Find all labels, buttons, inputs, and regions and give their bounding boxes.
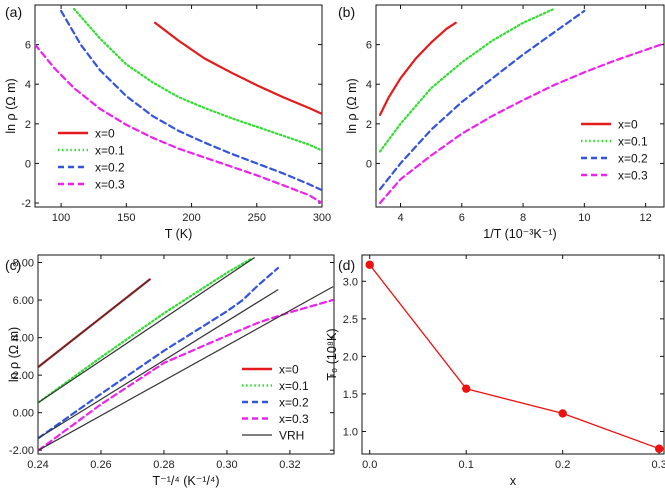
data-point: [654, 444, 664, 453]
legend-label-0: x=0: [618, 118, 638, 132]
axes-frame: [37, 254, 335, 455]
series-line-4: [38, 289, 279, 439]
legend-label-3: x=0.3: [618, 169, 648, 183]
plot-area: [38, 257, 334, 452]
y-tick-label: 0: [25, 158, 31, 170]
legend-label-1: x=0.1: [279, 379, 309, 393]
y-axis-label: ln ρ (Ω m): [4, 78, 18, 133]
panel-3: 0.0 0.1 0.2 0.3 1.0 1.5 2.0 2.5 3.0 x T₀ (10⁸K) (d): [325, 254, 665, 488]
legend-label-4: VRH: [279, 429, 304, 443]
legend-label-2: x=0.2: [618, 152, 648, 166]
y-tick-label: 0: [366, 158, 372, 170]
x-tick-label: 150: [117, 212, 135, 224]
axes-frame: [375, 4, 665, 208]
y-tick-label: 2.5: [343, 314, 358, 326]
y-tick-label: 1.5: [343, 389, 358, 401]
plot-area: [378, 7, 663, 205]
y-tick-label: 6: [366, 40, 372, 52]
series-line-2: [378, 9, 586, 191]
x-axis-label: T (K): [165, 227, 193, 241]
panel-1: 4 6 8 10 12 0 2 4 6 1/T (10⁻³K⁻¹) ln ρ (Ω m) (b) x=0…: [338, 4, 665, 241]
x-axis-label: T⁻¹/⁴ (K⁻¹/⁴): [153, 474, 220, 488]
y-tick-label: 2.00: [13, 370, 34, 382]
axes-frame: [34, 4, 323, 208]
panel-0: 100 150 200 250 300 -2 0 2 4 6 T (K) ln ρ (Ω m) (a) x…: [4, 4, 331, 241]
series-line-3: [35, 43, 322, 205]
x-tick-label: 0.2: [555, 459, 570, 471]
x-tick-label: 0.28: [153, 459, 174, 471]
x-tick-label: 100: [52, 212, 70, 224]
x-tick-label: 0.24: [27, 459, 48, 471]
x-tick-label: 0.3: [652, 459, 665, 471]
x-axis-label: 1/T (10⁻³K⁻¹): [483, 227, 556, 241]
x-tick-label: 300: [313, 212, 331, 224]
y-axis-label: T₀ (10⁸K): [325, 328, 339, 380]
series-line-0: [369, 264, 660, 450]
series-line-1: [72, 7, 322, 152]
legend-label-3: x=0.3: [279, 412, 309, 426]
series-line-4: [38, 278, 151, 368]
y-tick-label: 4: [366, 79, 372, 91]
panel-label: (a): [5, 4, 22, 20]
series-line-4: [38, 257, 255, 403]
y-tick-label: 6.00: [13, 295, 34, 307]
y-tick-label: 0.00: [13, 408, 34, 420]
series-line-1: [378, 7, 555, 153]
legend-label-0: x=0: [95, 127, 115, 141]
y-tick-label: 2.0: [343, 351, 358, 363]
legend-label-1: x=0.1: [618, 135, 648, 149]
legend-label-0: x=0: [279, 363, 299, 377]
legend-label-2: x=0.2: [279, 396, 309, 410]
plot-area: [35, 7, 322, 205]
data-point: [462, 384, 471, 393]
series-line-1: [38, 257, 253, 404]
legend-label-2: x=0.2: [95, 161, 125, 175]
legend-label-3: x=0.3: [95, 178, 125, 192]
legend-label-1: x=0.1: [95, 144, 125, 158]
series-line-0: [153, 21, 322, 116]
y-tick-label: 6: [25, 40, 31, 52]
panel-label: (b): [338, 4, 355, 20]
panel-label: (d): [338, 257, 355, 273]
x-tick-label: 0.0: [362, 459, 377, 471]
x-tick-label: 6: [459, 212, 465, 224]
x-tick-label: 10: [578, 212, 590, 224]
y-tick-label: 8.00: [13, 258, 34, 270]
y-tick-label: 2: [366, 119, 372, 131]
y-tick-label: -2: [21, 198, 31, 210]
y-tick-label: 1.0: [343, 426, 358, 438]
y-tick-label: 2: [25, 119, 31, 131]
y-tick-label: 4: [25, 79, 31, 91]
x-tick-label: 0.1: [459, 459, 474, 471]
series-line-0: [378, 21, 457, 117]
y-tick-label: -2.00: [9, 445, 34, 457]
y-tick-label: 3.0: [343, 276, 358, 288]
x-axis-label: x: [510, 474, 517, 488]
panel-2: 0.24 0.26 0.28 0.30 0.32 -2.00 0.00 2.00 4.00 6.0…: [5, 254, 335, 488]
series-line-3: [378, 43, 663, 205]
y-axis-label: ln ρ (Ω m): [7, 327, 21, 382]
series-line-2: [59, 9, 322, 192]
series-line-3: [38, 299, 334, 452]
x-tick-label: 12: [639, 212, 651, 224]
panel-label: (c): [5, 257, 21, 273]
x-tick-label: 250: [248, 212, 266, 224]
x-tick-label: 0.32: [279, 459, 300, 471]
data-point: [558, 409, 567, 418]
y-axis-label: ln ρ (Ω m): [345, 78, 359, 133]
x-tick-label: 8: [520, 212, 526, 224]
x-tick-label: 4: [397, 212, 403, 224]
x-tick-label: 0.30: [216, 459, 237, 471]
series-line-4: [38, 286, 334, 451]
axes-frame: [361, 254, 665, 455]
x-tick-label: 0.26: [90, 459, 111, 471]
data-point: [365, 260, 374, 269]
series-line-2: [38, 267, 279, 440]
plot-area: [369, 264, 660, 450]
y-tick-label: 4.00: [13, 333, 34, 345]
x-tick-label: 200: [182, 212, 200, 224]
